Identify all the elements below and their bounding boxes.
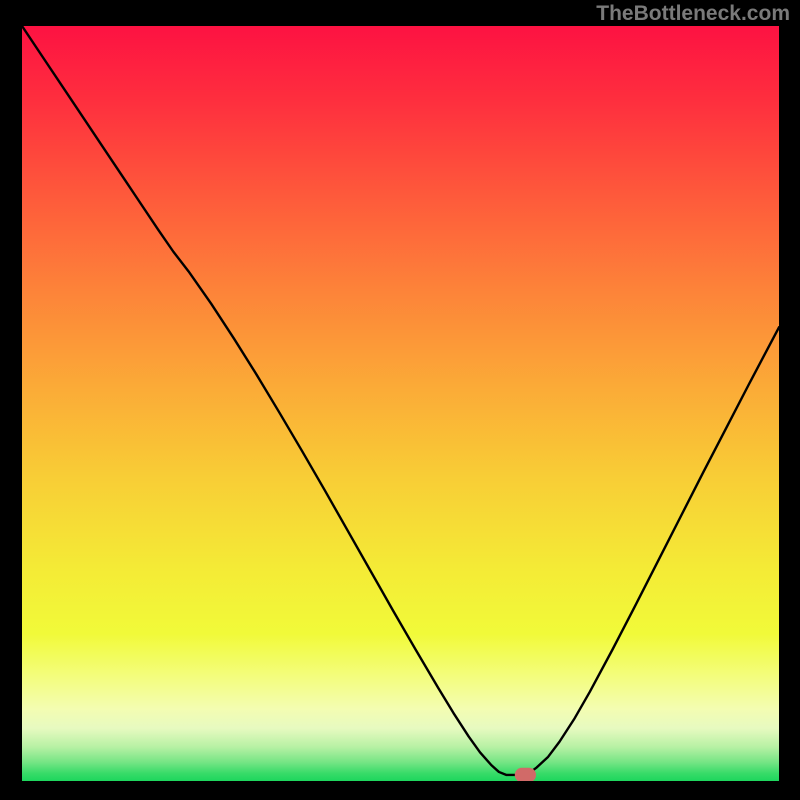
bottleneck-chart <box>22 26 779 781</box>
source-watermark: TheBottleneck.com <box>596 2 790 26</box>
optimum-marker <box>515 768 536 781</box>
gradient-background <box>22 26 779 781</box>
chart-frame: TheBottleneck.com <box>0 0 800 800</box>
